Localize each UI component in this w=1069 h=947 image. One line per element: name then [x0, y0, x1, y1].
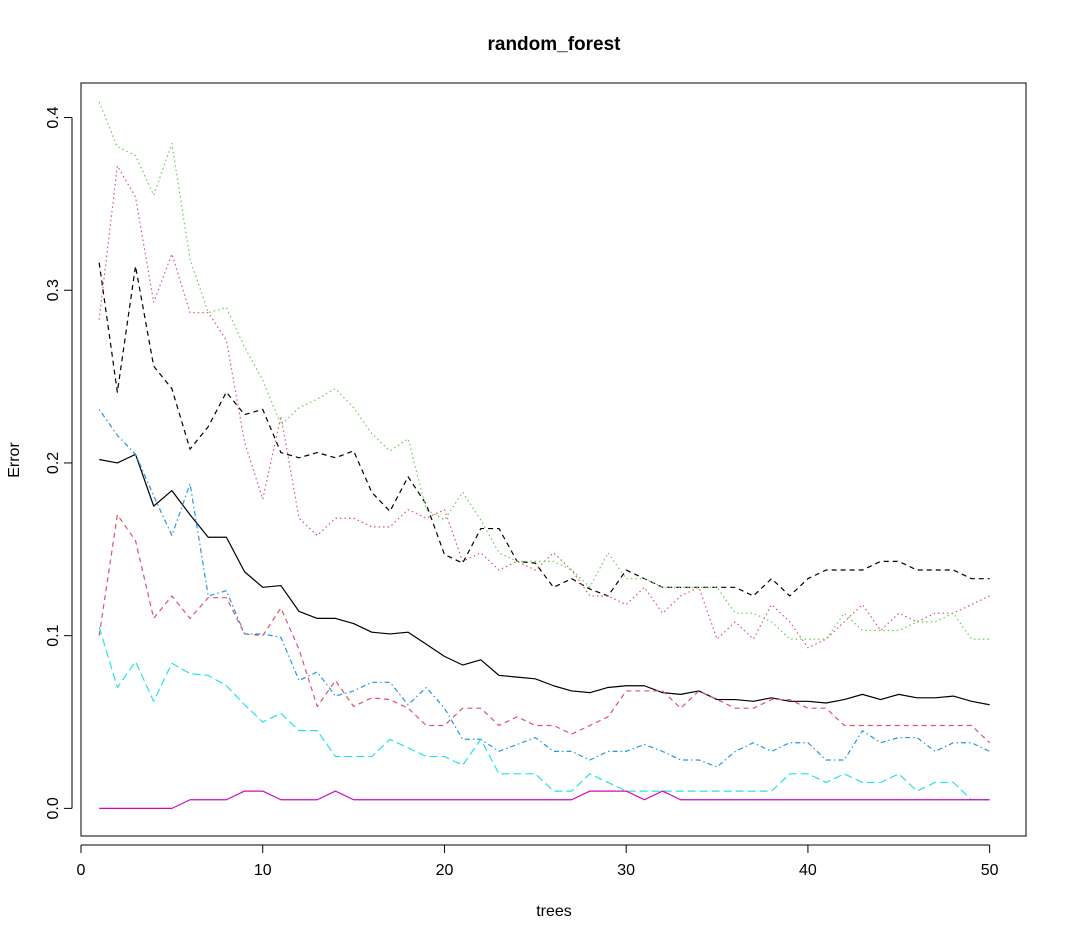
x-tick-label: 10	[254, 862, 272, 879]
series-line-8	[99, 790, 990, 809]
y-axis-label: Error	[6, 442, 23, 478]
series-line-7	[98, 626, 990, 801]
y-tick-label: 0.3	[45, 279, 62, 301]
x-axis-label: trees	[536, 903, 572, 920]
x-tick-label: 20	[436, 862, 454, 879]
y-tick-label: 0.0	[45, 797, 62, 819]
y-tick-label: 0.4	[45, 106, 62, 128]
series-line-2	[98, 262, 990, 597]
series-line-4	[98, 101, 990, 640]
plot-frame	[80, 82, 1027, 837]
y-tick-label: 0.1	[45, 624, 62, 646]
chart-title: random_forest	[487, 34, 621, 55]
x-tick-label: 40	[799, 862, 817, 879]
series-line-6	[98, 409, 990, 768]
x-axis: 0 10 20 30 40 50	[77, 844, 999, 879]
series-lines	[98, 101, 991, 809]
x-tick-label: 30	[617, 862, 635, 879]
y-tick-label: 0.2	[45, 452, 62, 474]
x-tick-label: 0	[77, 862, 86, 879]
x-tick-label: 50	[981, 862, 999, 879]
series-line-1	[99, 453, 990, 706]
y-axis: 0.0 0.1 0.2 0.3 0.4	[45, 106, 73, 819]
